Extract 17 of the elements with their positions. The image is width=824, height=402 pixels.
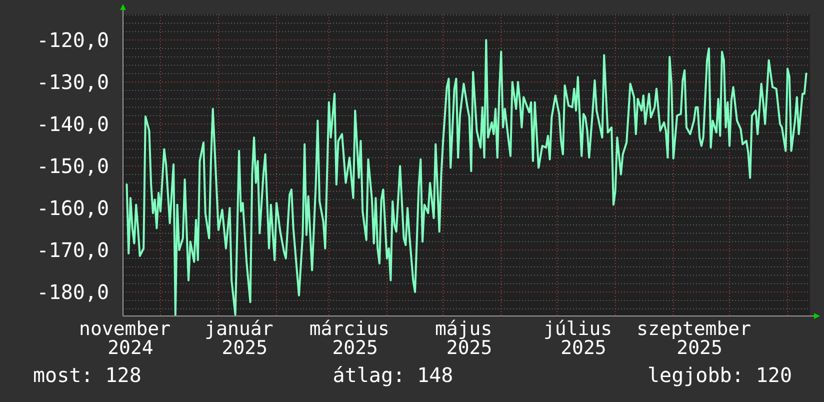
text: legjobb: 120 [648, 363, 792, 387]
text: átlag: 148 [332, 363, 454, 387]
x-tick-label: március 2025 [309, 318, 401, 359]
y-tick-label: -150,0 [36, 154, 109, 178]
x-tick-label: május 2025 [434, 318, 504, 359]
y-tick-label: -140,0 [36, 112, 109, 136]
y-tick-label: -170,0 [36, 238, 109, 262]
line-series [126, 39, 808, 316]
y-tick-label: -180,0 [36, 280, 109, 304]
y-tick-label: -130,0 [36, 70, 109, 94]
x-tick-label: szeptember 2025 [636, 318, 762, 359]
y-tick-label: -160,0 [36, 196, 109, 220]
text: most: 128 [33, 363, 142, 387]
y-tick-label: -120,0 [36, 28, 109, 52]
x-tick-label: január 2025 [204, 318, 285, 359]
x-tick-label: július 2025 [543, 318, 624, 359]
x-tick-label: november 2024 [79, 318, 182, 359]
